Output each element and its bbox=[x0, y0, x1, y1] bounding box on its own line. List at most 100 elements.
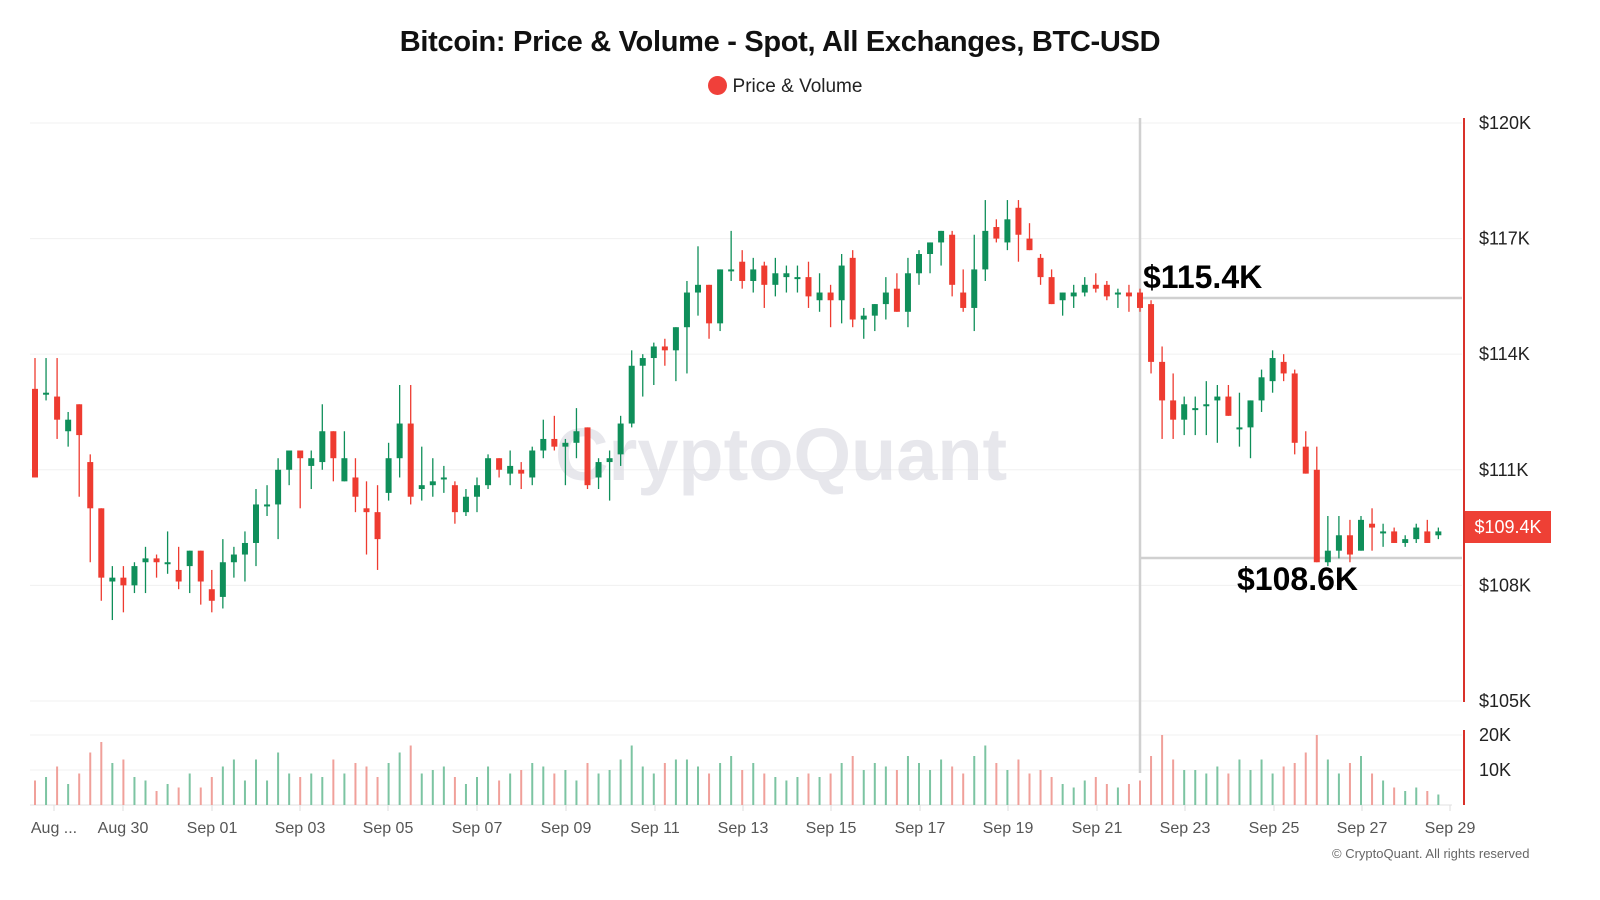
candle[interactable] bbox=[429, 458, 436, 497]
candle[interactable] bbox=[385, 442, 392, 501]
candle[interactable] bbox=[352, 458, 359, 513]
candle[interactable] bbox=[1269, 350, 1276, 393]
candle[interactable] bbox=[451, 481, 458, 524]
candle[interactable] bbox=[1291, 369, 1298, 455]
candle[interactable] bbox=[363, 481, 370, 555]
candle[interactable] bbox=[1159, 346, 1166, 439]
candle[interactable] bbox=[1402, 535, 1409, 547]
price-candles[interactable] bbox=[32, 200, 1442, 621]
candle[interactable] bbox=[849, 250, 856, 328]
candle[interactable] bbox=[341, 431, 348, 482]
candle[interactable] bbox=[761, 261, 768, 308]
candle[interactable] bbox=[617, 415, 624, 466]
candle[interactable] bbox=[32, 358, 38, 478]
candle[interactable] bbox=[1413, 523, 1420, 543]
volume-bars[interactable] bbox=[34, 735, 1440, 805]
candle[interactable] bbox=[98, 508, 105, 601]
candle[interactable] bbox=[1324, 516, 1331, 567]
candle[interactable] bbox=[109, 566, 116, 621]
candle[interactable] bbox=[1181, 396, 1188, 436]
candle[interactable] bbox=[286, 450, 293, 486]
candle[interactable] bbox=[264, 485, 271, 517]
candle[interactable] bbox=[485, 454, 492, 490]
candle[interactable] bbox=[120, 566, 127, 613]
candle[interactable] bbox=[816, 273, 823, 312]
candle[interactable] bbox=[1258, 369, 1265, 412]
candle[interactable] bbox=[783, 265, 790, 293]
candle[interactable] bbox=[65, 411, 72, 447]
candle[interactable] bbox=[319, 404, 326, 470]
candle[interactable] bbox=[750, 257, 757, 293]
candle[interactable] bbox=[219, 539, 226, 609]
candle[interactable] bbox=[407, 385, 414, 505]
candle[interactable] bbox=[606, 450, 613, 501]
candle[interactable] bbox=[1103, 280, 1110, 301]
candle[interactable] bbox=[1313, 446, 1320, 563]
candle[interactable] bbox=[330, 431, 337, 482]
candle[interactable] bbox=[982, 200, 989, 281]
candle[interactable] bbox=[1203, 381, 1210, 436]
candle[interactable] bbox=[153, 554, 160, 578]
candle[interactable] bbox=[1302, 431, 1309, 474]
candle[interactable] bbox=[584, 427, 591, 490]
candle[interactable] bbox=[440, 465, 447, 493]
candle[interactable] bbox=[518, 462, 525, 490]
candle[interactable] bbox=[672, 327, 679, 382]
candle[interactable] bbox=[1192, 396, 1199, 436]
candle[interactable] bbox=[462, 489, 469, 517]
candle[interactable] bbox=[43, 358, 50, 401]
candle[interactable] bbox=[938, 230, 945, 266]
candle[interactable] bbox=[297, 450, 304, 509]
candle[interactable] bbox=[253, 489, 259, 567]
candle[interactable] bbox=[650, 342, 657, 386]
candle[interactable] bbox=[76, 404, 83, 497]
candle[interactable] bbox=[728, 230, 735, 281]
candle[interactable] bbox=[208, 569, 215, 613]
candle[interactable] bbox=[1148, 300, 1155, 374]
candle[interactable] bbox=[916, 250, 922, 285]
candle[interactable] bbox=[904, 257, 911, 328]
candle[interactable] bbox=[794, 265, 801, 293]
candle[interactable] bbox=[54, 358, 61, 439]
candle[interactable] bbox=[87, 454, 94, 563]
candle[interactable] bbox=[1004, 200, 1011, 251]
candle[interactable] bbox=[1247, 400, 1254, 459]
chart-legend[interactable]: Price & Volume bbox=[0, 76, 1570, 98]
candle[interactable] bbox=[717, 269, 724, 332]
candle[interactable] bbox=[1059, 292, 1066, 316]
candle[interactable] bbox=[1424, 519, 1431, 543]
candle[interactable] bbox=[882, 277, 889, 320]
candle[interactable] bbox=[573, 408, 580, 459]
candle[interactable] bbox=[241, 531, 248, 582]
candle[interactable] bbox=[308, 450, 315, 490]
candle[interactable] bbox=[827, 284, 834, 328]
candle[interactable] bbox=[142, 546, 149, 594]
candle[interactable] bbox=[551, 415, 558, 451]
candle[interactable] bbox=[1114, 288, 1121, 308]
candle[interactable] bbox=[838, 254, 845, 324]
candle[interactable] bbox=[131, 562, 138, 594]
candle[interactable] bbox=[418, 446, 425, 501]
candle[interactable] bbox=[949, 230, 956, 297]
candle[interactable] bbox=[805, 261, 812, 308]
candle[interactable] bbox=[860, 307, 867, 339]
candle[interactable] bbox=[772, 257, 779, 297]
candle[interactable] bbox=[661, 338, 668, 366]
candle[interactable] bbox=[186, 550, 193, 594]
candle[interactable] bbox=[683, 280, 690, 374]
candle[interactable] bbox=[706, 284, 713, 339]
candle[interactable] bbox=[1048, 269, 1055, 305]
candle[interactable] bbox=[1346, 519, 1353, 563]
candle[interactable] bbox=[1026, 223, 1033, 251]
candle[interactable] bbox=[1391, 527, 1398, 543]
candle[interactable] bbox=[595, 458, 602, 490]
candle[interactable] bbox=[1125, 284, 1132, 312]
candle[interactable] bbox=[540, 419, 547, 459]
candle[interactable] bbox=[175, 546, 182, 590]
candle[interactable] bbox=[927, 242, 934, 274]
candle[interactable] bbox=[1225, 385, 1232, 416]
candle[interactable] bbox=[529, 446, 536, 486]
candle[interactable] bbox=[639, 354, 646, 397]
candle[interactable] bbox=[739, 250, 746, 289]
